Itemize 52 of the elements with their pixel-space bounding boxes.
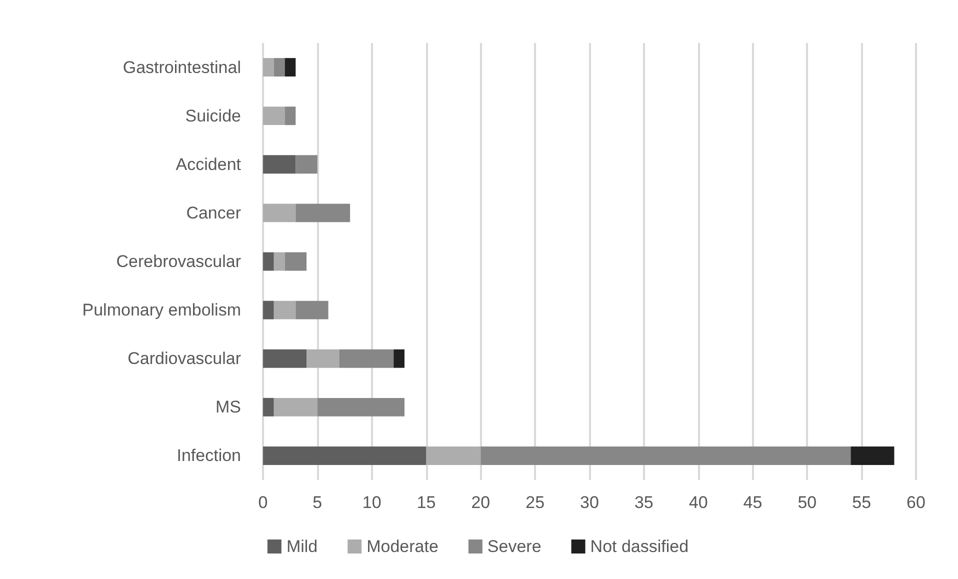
- x-tick-label: 25: [526, 493, 545, 512]
- x-tick-label: 60: [906, 493, 926, 512]
- y-tick-label: Cardiovascular: [128, 349, 242, 368]
- legend-label: Not dassified: [590, 537, 689, 556]
- y-tick-label: Cancer: [186, 203, 242, 222]
- x-tick-label: 0: [258, 493, 268, 512]
- x-tick-label: 15: [416, 493, 436, 512]
- bar: [263, 155, 296, 174]
- bar: [426, 446, 481, 465]
- x-tick-label: 10: [362, 493, 382, 512]
- bar: [263, 252, 274, 271]
- bar: [850, 446, 894, 465]
- bar: [296, 155, 318, 174]
- bar: [284, 106, 296, 126]
- bar: [274, 398, 318, 416]
- legend-label: Mild: [286, 537, 318, 556]
- bar: [263, 204, 296, 222]
- y-tick-label: MS: [216, 398, 241, 417]
- bar: [263, 349, 307, 368]
- bar: [263, 58, 274, 77]
- bar: [274, 300, 296, 320]
- x-tick-label: 40: [688, 493, 708, 512]
- bar: [263, 300, 274, 320]
- bar: [263, 398, 274, 416]
- x-tick-label: 30: [580, 493, 599, 512]
- legend-label: Severe: [487, 537, 542, 556]
- bar: [274, 58, 285, 77]
- bar: [263, 106, 285, 126]
- bar: [339, 349, 394, 368]
- x-tick-label: 45: [743, 493, 762, 512]
- bar: [284, 58, 296, 77]
- x-tick-label: 55: [852, 493, 872, 512]
- y-tick-label: Infection: [176, 446, 241, 466]
- bar: [296, 204, 350, 222]
- bar: [306, 349, 340, 368]
- legend-label: Moderate: [366, 537, 438, 556]
- bar: [480, 446, 851, 465]
- x-tick-label: 50: [798, 493, 817, 512]
- y-tick-label: Gastrointestinal: [122, 58, 241, 77]
- bar: [317, 398, 404, 416]
- bar: [263, 446, 426, 465]
- x-tick-label: 20: [471, 493, 490, 512]
- x-tick-label: 35: [634, 493, 654, 512]
- y-tick-label: Suicide: [185, 106, 241, 126]
- bar: [394, 349, 404, 368]
- bar: [274, 252, 285, 271]
- bar: [284, 252, 307, 271]
- y-tick-label: Pulmonary embolism: [82, 300, 241, 320]
- y-tick-label: Accident: [176, 154, 242, 174]
- y-tick-label: Cerebrovascular: [116, 252, 242, 271]
- bar: [296, 300, 328, 320]
- x-tick-label: 5: [312, 493, 322, 512]
